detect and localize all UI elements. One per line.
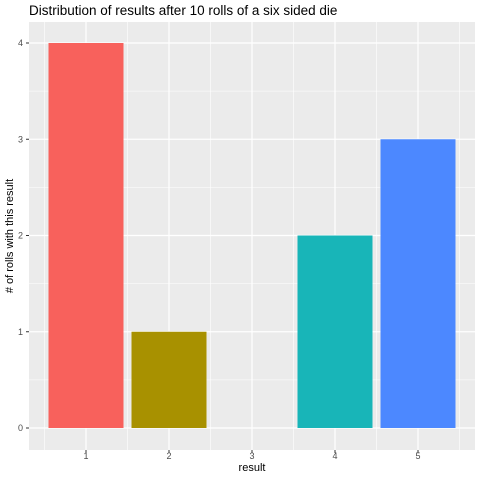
y-axis-ticks: 0 1 2 3 4 [18, 38, 29, 433]
y-tick-label: 4 [18, 38, 23, 48]
x-tick-label: 3 [249, 451, 254, 461]
x-axis-ticks: 1 2 3 4 5 [83, 450, 421, 461]
y-tick-label: 3 [18, 134, 23, 144]
y-tick-label: 2 [18, 231, 23, 241]
x-tick-label: 4 [332, 451, 337, 461]
bars [48, 43, 456, 428]
x-axis-title: result [239, 462, 266, 474]
x-tick-label: 5 [415, 451, 420, 461]
chart-title: Distribution of results after 10 rolls o… [29, 3, 337, 18]
bar-2 [131, 331, 207, 428]
y-tick-label: 1 [18, 327, 23, 337]
y-axis-title: # of rolls with this result [4, 179, 16, 293]
bar-5 [380, 139, 456, 428]
y-tick-label: 0 [18, 423, 23, 433]
bar-4 [297, 235, 373, 428]
x-tick-label: 2 [166, 451, 171, 461]
x-tick-label: 1 [83, 451, 88, 461]
bar-1 [48, 43, 124, 428]
